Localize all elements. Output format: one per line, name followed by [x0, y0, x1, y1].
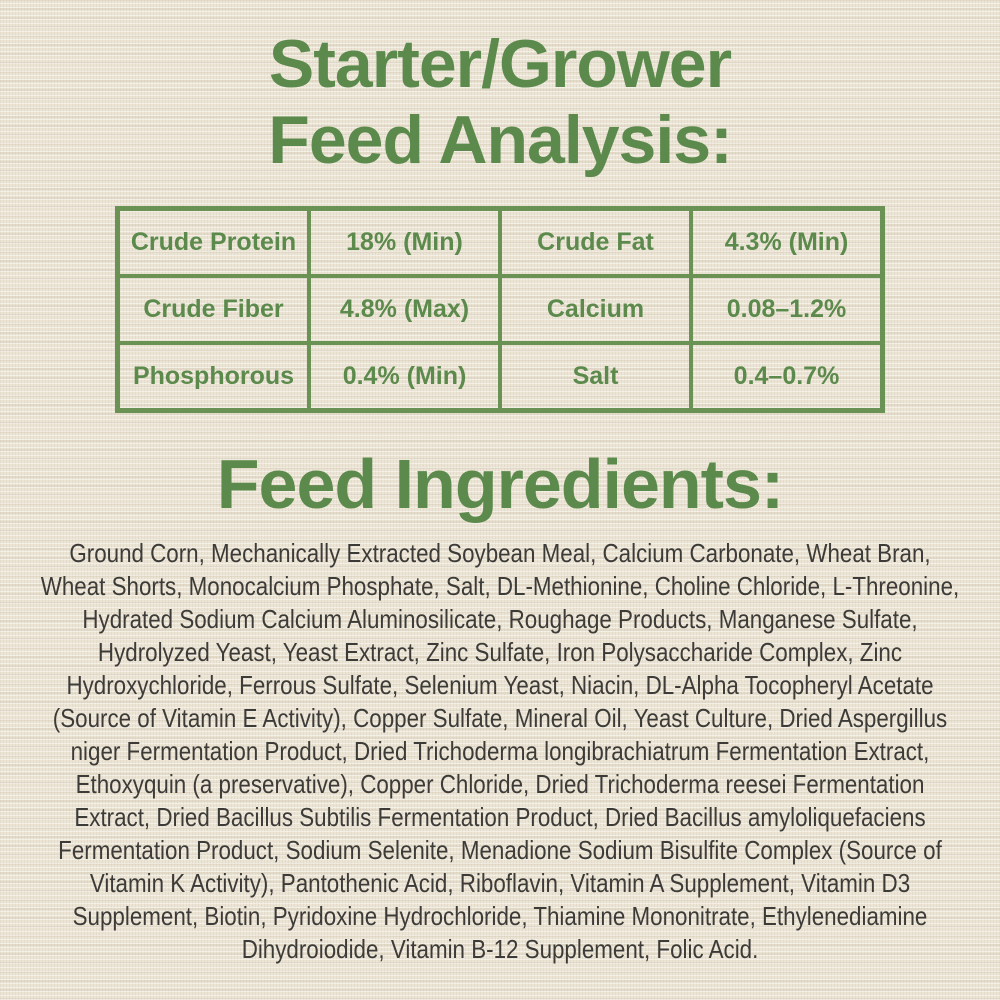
- analysis-value: 4.8% (Max): [309, 276, 500, 343]
- analysis-label: Phosphorous: [118, 343, 309, 410]
- page-title-line-1: Starter/Grower: [268, 26, 732, 102]
- analysis-value: 0.08–1.2%: [691, 276, 882, 343]
- table-row: Crude Protein 18% (Min) Crude Fat 4.3% (…: [118, 209, 882, 276]
- table-row: Crude Fiber 4.8% (Max) Calcium 0.08–1.2%: [118, 276, 882, 343]
- analysis-label: Crude Fat: [500, 209, 691, 276]
- table-row: Phosphorous 0.4% (Min) Salt 0.4–0.7%: [118, 343, 882, 410]
- analysis-value: 4.3% (Min): [691, 209, 882, 276]
- page-title: Starter/Grower Feed Analysis:: [0, 0, 1000, 178]
- ingredients-section: Ground Corn, Mechanically Extracted Soyb…: [0, 537, 1000, 966]
- analysis-label: Salt: [500, 343, 691, 410]
- analysis-value: 18% (Min): [309, 209, 500, 276]
- analysis-label: Crude Fiber: [118, 276, 309, 343]
- analysis-value: 0.4% (Min): [309, 343, 500, 410]
- feed-analysis-table: Crude Protein 18% (Min) Crude Fat 4.3% (…: [115, 206, 885, 413]
- analysis-label: Crude Protein: [118, 209, 309, 276]
- ingredients-heading: Feed Ingredients:: [216, 445, 784, 523]
- analysis-value: 0.4–0.7%: [691, 343, 882, 410]
- feed-analysis-table-body: Crude Protein 18% (Min) Crude Fat 4.3% (…: [118, 209, 882, 410]
- page-title-line-2: Feed Analysis:: [268, 102, 732, 178]
- analysis-label: Calcium: [500, 276, 691, 343]
- ingredients-text: Ground Corn, Mechanically Extracted Soyb…: [40, 538, 960, 964]
